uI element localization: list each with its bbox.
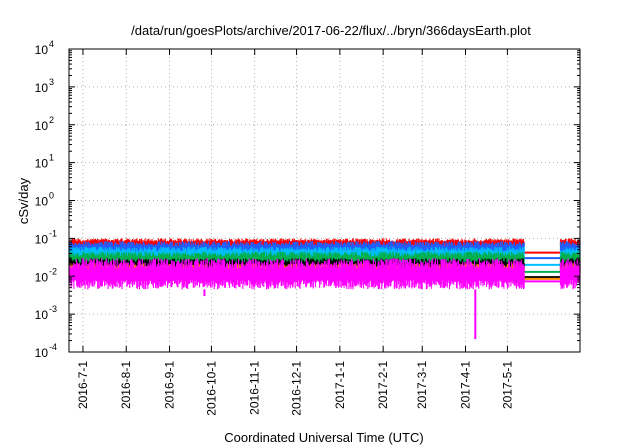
x-tick-label: 2016-11-1	[248, 361, 262, 415]
y-tick-exponent: -2	[49, 266, 57, 276]
y-tick-label: 10	[35, 81, 49, 95]
y-tick-exponent: 4	[49, 39, 54, 49]
y-tick-exponent: 1	[49, 153, 54, 163]
x-tick-labels: 2016-7-1 2016-8-1 2016-9-1 2016-10-1 2016-11…	[76, 361, 514, 416]
y-tick-label: 10	[35, 308, 49, 322]
x-tick-label: 2016-9-1	[163, 361, 177, 409]
x-tick-label: 2016-8-1	[119, 361, 133, 409]
y-tick-label: 10	[35, 43, 49, 57]
y-tick-label: 10	[35, 157, 49, 171]
y-tick-label: 10	[35, 119, 49, 133]
y-tick-label: 10	[35, 195, 49, 209]
y-tick-exponent: 2	[49, 115, 54, 125]
y-axis-label: cSv/day	[16, 177, 31, 224]
data-series	[68, 238, 581, 340]
grid-lines	[69, 49, 580, 352]
x-tick-label: 2017-2-1	[376, 361, 390, 409]
y-tick-exponent: -1	[49, 228, 57, 238]
y-tick-exponent: 3	[49, 77, 54, 87]
y-tick-exponent: 0	[49, 191, 54, 201]
y-tick-label: 10	[35, 346, 49, 360]
x-tick-label: 2017-3-1	[415, 361, 429, 409]
x-tick-label: 2016-10-1	[204, 361, 218, 416]
chart-title: /data/run/goesPlots/archive/2017-06-22/f…	[131, 23, 531, 38]
x-tick-label: 2017-1-1	[333, 361, 347, 409]
y-tick-label: 10	[35, 270, 49, 284]
y-tick-exponent: -4	[49, 342, 57, 352]
x-tick-label: 2016-7-1	[76, 361, 90, 409]
x-tick-label: 2017-5-1	[500, 361, 514, 409]
y-tick-label: 10	[35, 232, 49, 246]
x-axis-label: Coordinated Universal Time (UTC)	[224, 430, 423, 445]
series-segment-after-gap	[559, 258, 581, 290]
y-tick-exponent: -3	[49, 304, 57, 314]
x-tick-label: 2017-4-1	[459, 361, 473, 409]
x-tick-label: 2016-12-1	[290, 361, 304, 416]
axis-ticks	[69, 48, 580, 353]
